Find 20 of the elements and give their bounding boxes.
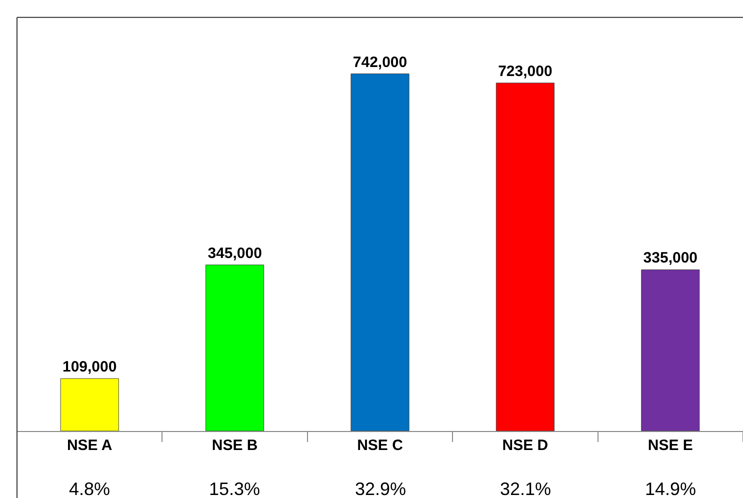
data-label: 742,000: [352, 54, 408, 71]
x-tick-label: NSE E: [648, 437, 693, 454]
bar: [350, 74, 410, 431]
text: 14.9%: [645, 479, 696, 498]
text: 32.1%: [500, 479, 552, 498]
text: 15.3%: [209, 479, 260, 498]
x-tick-label: NSE B: [212, 437, 258, 454]
bar: [206, 264, 264, 431]
bar: [641, 269, 700, 431]
text: 4.8%: [69, 479, 110, 498]
x-tick-label: NSE C: [357, 437, 404, 454]
data-label: 335,000: [643, 250, 698, 267]
x-tick-label: NSE A: [66, 437, 112, 454]
data-label: 109,000: [62, 358, 117, 376]
bar: [60, 378, 119, 431]
data-label: 345,000: [208, 244, 262, 262]
bar: [496, 82, 554, 431]
x-tick-label: NSE D: [502, 437, 548, 454]
data-label: 723,000: [498, 62, 552, 80]
text: 32.9%: [355, 479, 406, 498]
